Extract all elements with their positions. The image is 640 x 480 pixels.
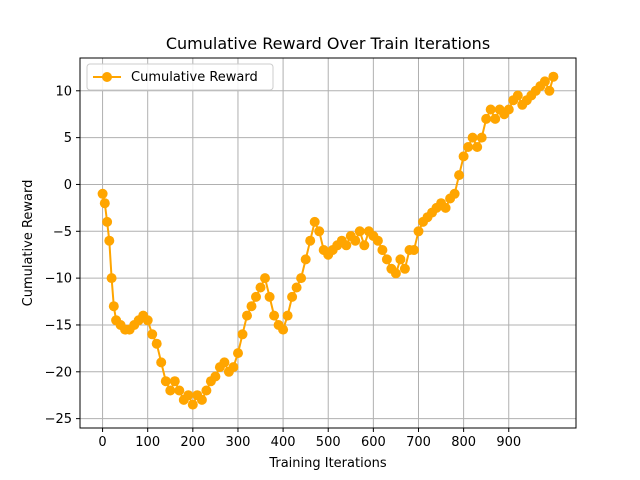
data-point <box>481 113 492 124</box>
data-point <box>539 76 550 87</box>
x-tick-label: 100 <box>135 435 160 450</box>
data-point <box>196 394 207 405</box>
data-point <box>102 216 113 227</box>
data-point <box>472 142 483 152</box>
data-point <box>237 329 248 340</box>
x-tick-label: 900 <box>496 435 521 450</box>
y-tick-label: 0 <box>64 178 72 193</box>
x-tick-label: 600 <box>361 435 386 450</box>
data-point <box>183 390 194 401</box>
data-point <box>106 273 117 284</box>
y-tick-label: 5 <box>64 131 72 146</box>
data-point <box>187 399 198 410</box>
data-point <box>156 357 167 368</box>
y-tick-label: −15 <box>45 318 72 333</box>
data-point <box>467 132 478 143</box>
data-point <box>210 371 221 382</box>
data-point <box>260 273 270 284</box>
data-point <box>255 282 266 293</box>
data-point <box>246 301 257 312</box>
data-point <box>160 376 171 387</box>
x-tick-label: 700 <box>406 435 431 450</box>
data-point <box>287 291 298 302</box>
legend-label: Cumulative Reward <box>131 70 258 85</box>
data-point <box>440 202 451 213</box>
data-point <box>97 188 108 199</box>
data-point <box>476 132 487 143</box>
data-point <box>395 254 406 265</box>
data-point <box>169 376 180 387</box>
series-layer <box>97 71 559 410</box>
data-point <box>242 310 252 321</box>
data-point <box>548 71 559 82</box>
data-point <box>291 282 302 293</box>
y-axis-ticks: −25 −20 −15 −10 −5 0 5 10 <box>45 84 80 427</box>
data-point <box>490 113 501 124</box>
data-point <box>399 263 410 274</box>
data-point <box>174 385 185 396</box>
data-point <box>341 240 352 251</box>
data-point <box>219 357 230 368</box>
grid <box>80 58 576 428</box>
data-point <box>104 235 115 246</box>
x-tick-label: 300 <box>226 435 251 450</box>
data-point <box>512 90 523 101</box>
chart-title: Cumulative Reward Over Train Iterations <box>166 34 490 53</box>
x-tick-label: 200 <box>180 435 205 450</box>
data-point <box>350 235 361 246</box>
x-axis-label: Training Iterations <box>268 456 387 471</box>
data-point <box>278 324 289 335</box>
data-point <box>503 104 514 115</box>
data-point <box>458 151 469 162</box>
data-point <box>354 226 365 237</box>
data-point <box>99 198 110 209</box>
data-point <box>151 338 162 349</box>
data-point <box>282 310 293 321</box>
data-point <box>413 226 424 237</box>
x-tick-label: 800 <box>451 435 476 450</box>
data-point <box>300 254 311 265</box>
data-point <box>269 310 280 321</box>
data-point <box>314 226 325 237</box>
data-point <box>201 385 212 396</box>
y-axis-label: Cumulative Reward <box>21 180 36 307</box>
data-point <box>463 142 474 152</box>
data-point <box>147 329 158 340</box>
legend-box <box>86 63 274 91</box>
x-tick-label: 400 <box>271 435 296 450</box>
data-point <box>264 291 275 302</box>
data-point <box>296 273 307 284</box>
data-point <box>372 235 383 246</box>
data-point <box>228 362 239 373</box>
y-tick-label: −5 <box>53 225 72 240</box>
data-point <box>390 268 401 279</box>
data-point <box>165 385 176 396</box>
data-point <box>377 245 388 255</box>
legend: Cumulative Reward <box>86 63 274 91</box>
data-point <box>381 254 392 265</box>
data-point <box>251 291 261 302</box>
y-tick-label: −25 <box>45 412 72 427</box>
y-tick-label: −20 <box>45 365 72 380</box>
data-point <box>309 216 320 227</box>
data-point <box>449 188 460 199</box>
data-point <box>142 315 153 326</box>
data-point <box>409 245 419 255</box>
data-point <box>544 85 555 96</box>
data-point <box>108 301 119 312</box>
x-tick-label: 0 <box>98 435 106 450</box>
data-point <box>305 235 316 246</box>
y-tick-label: −10 <box>45 272 72 287</box>
data-point <box>485 104 496 115</box>
x-axis-ticks: 0 100 200 300 400 500 600 700 800 900 <box>98 428 521 450</box>
data-point <box>454 170 465 181</box>
data-point <box>359 240 370 251</box>
data-point <box>233 348 243 359</box>
legend-marker <box>102 72 112 82</box>
y-tick-label: 10 <box>55 84 72 99</box>
x-tick-label: 500 <box>316 435 341 450</box>
